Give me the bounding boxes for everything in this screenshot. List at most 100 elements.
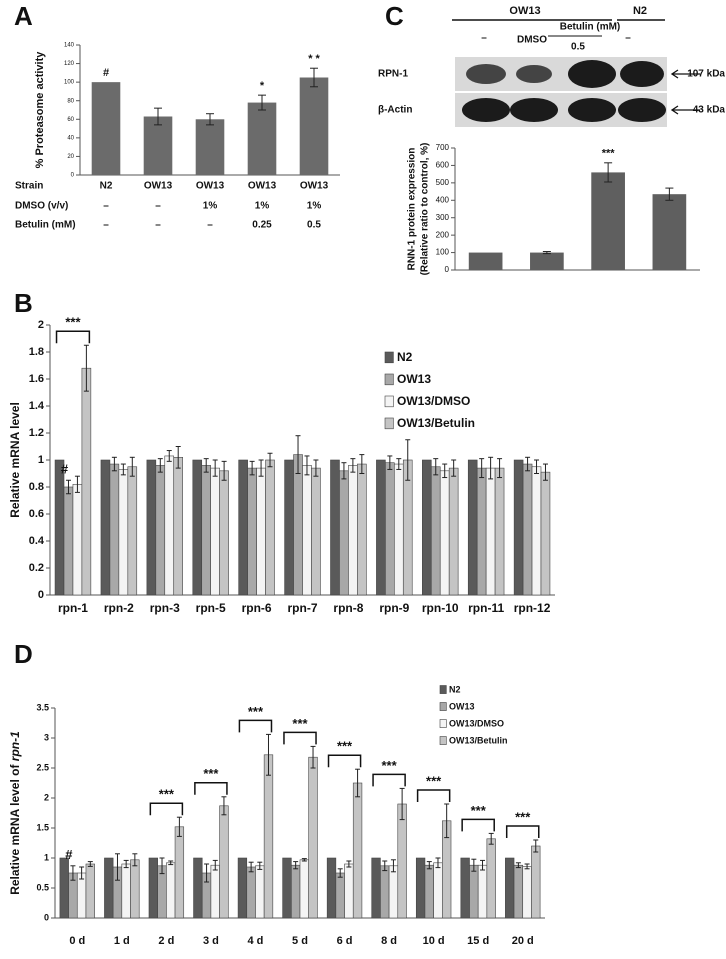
bar: [127, 466, 138, 596]
bar: [302, 465, 312, 596]
y-tick-label: 400: [436, 195, 450, 204]
bar: [513, 864, 524, 919]
y-tick-label: 0.8: [29, 481, 44, 493]
significance-bracket: [149, 802, 184, 816]
blot-band: [568, 60, 616, 88]
y-tick-label: 2: [38, 319, 44, 331]
bar: [247, 467, 257, 596]
significance-bracket: [461, 818, 495, 832]
error-bar: [248, 861, 254, 873]
bar: [237, 857, 248, 919]
y-tick-label: 1.8: [29, 346, 44, 358]
bar: [348, 465, 358, 596]
y-tick-label: 80: [67, 98, 74, 104]
bar: [173, 456, 183, 596]
y-axis-label: Relative mRNA level: [8, 402, 22, 518]
error-bar: [258, 459, 264, 477]
error-bar: [435, 857, 441, 869]
x-tick-label: 6 d: [337, 935, 353, 947]
error-bar: [479, 458, 485, 479]
error-bar: [111, 456, 117, 472]
bar: [357, 463, 367, 596]
bar: [146, 459, 157, 596]
bar: [72, 483, 83, 596]
bar: [63, 486, 74, 596]
error-bar: [399, 787, 405, 821]
bar: [380, 865, 390, 919]
error-bar: [313, 459, 319, 477]
x-tick-label: rpn-1: [58, 601, 88, 615]
error-bar: [387, 455, 393, 470]
error-bar: [129, 456, 135, 477]
x-tick-label: 15 d: [467, 935, 489, 947]
error-bar: [74, 475, 80, 493]
x-tick-label: OW13: [144, 181, 173, 192]
y-tick-label: 1.2: [29, 427, 44, 439]
x-tick-label: OW13: [196, 181, 225, 192]
y-tick-label: 60: [67, 117, 74, 123]
bar: [299, 77, 329, 175]
y-axis-label: % Proteasome activity: [34, 51, 46, 169]
bar: [530, 252, 564, 270]
bar: [476, 467, 487, 596]
significance-label: ***: [471, 803, 487, 818]
error-bar: [542, 251, 551, 255]
blot-band: [620, 61, 664, 87]
legend-swatch: [439, 685, 447, 694]
legend-label: N2: [397, 350, 413, 364]
bar: [148, 857, 158, 919]
blot-band: [516, 65, 552, 83]
bar: [166, 862, 176, 919]
blot-dose-label: 0.5: [571, 42, 585, 53]
error-bar: [123, 859, 129, 869]
y-axis-label: Relative mRNA level of rpn-1: [8, 731, 22, 895]
error-bar: [497, 458, 503, 479]
significance-bracket: [238, 719, 273, 733]
bar: [344, 863, 354, 919]
y-tick-label: 3.5: [36, 702, 49, 712]
y-tick-label: 140: [64, 43, 75, 49]
error-bar: [350, 458, 356, 473]
error-bar: [534, 459, 540, 474]
bar: [130, 859, 140, 919]
error-bar: [524, 863, 530, 870]
bar: [311, 467, 321, 596]
x-tick-label: 20 d: [512, 935, 534, 947]
bar: [174, 826, 185, 919]
error-bar: [206, 113, 214, 126]
bar: [246, 866, 256, 919]
error-bar: [533, 839, 539, 853]
bar: [494, 467, 505, 596]
bar: [293, 454, 303, 596]
legend-swatch: [384, 351, 394, 364]
bar: [85, 863, 95, 919]
annotation: *: [260, 80, 265, 92]
table-cell: 1%: [255, 201, 270, 212]
error-bar: [488, 832, 494, 845]
error-bar: [480, 859, 486, 871]
legend-label: OW13/DMSO: [397, 394, 470, 408]
blot-row-label: β-Actin: [378, 105, 412, 116]
error-bar: [79, 866, 85, 880]
bar: [513, 459, 524, 596]
y-tick-label: 100: [64, 80, 75, 86]
error-bar: [444, 803, 450, 839]
bar: [468, 252, 503, 270]
error-bar: [310, 745, 316, 769]
bar: [81, 367, 92, 596]
significance-bracket: [55, 330, 91, 344]
legend-swatch: [384, 417, 394, 430]
bar: [308, 756, 318, 919]
legend-label: OW13/Betulin: [449, 735, 508, 745]
x-tick-label: rpn-7: [288, 601, 318, 615]
bar: [247, 102, 277, 175]
bar: [192, 459, 203, 596]
bar: [522, 463, 533, 596]
y-tick-label: 0.2: [29, 562, 44, 574]
y-tick-label: 0: [38, 589, 44, 601]
table-row-label: Betulin (mM): [15, 220, 76, 231]
error-bar: [542, 463, 548, 481]
table-cell: –: [155, 201, 161, 212]
y-tick-label: 1: [38, 454, 44, 466]
bar: [448, 467, 459, 596]
